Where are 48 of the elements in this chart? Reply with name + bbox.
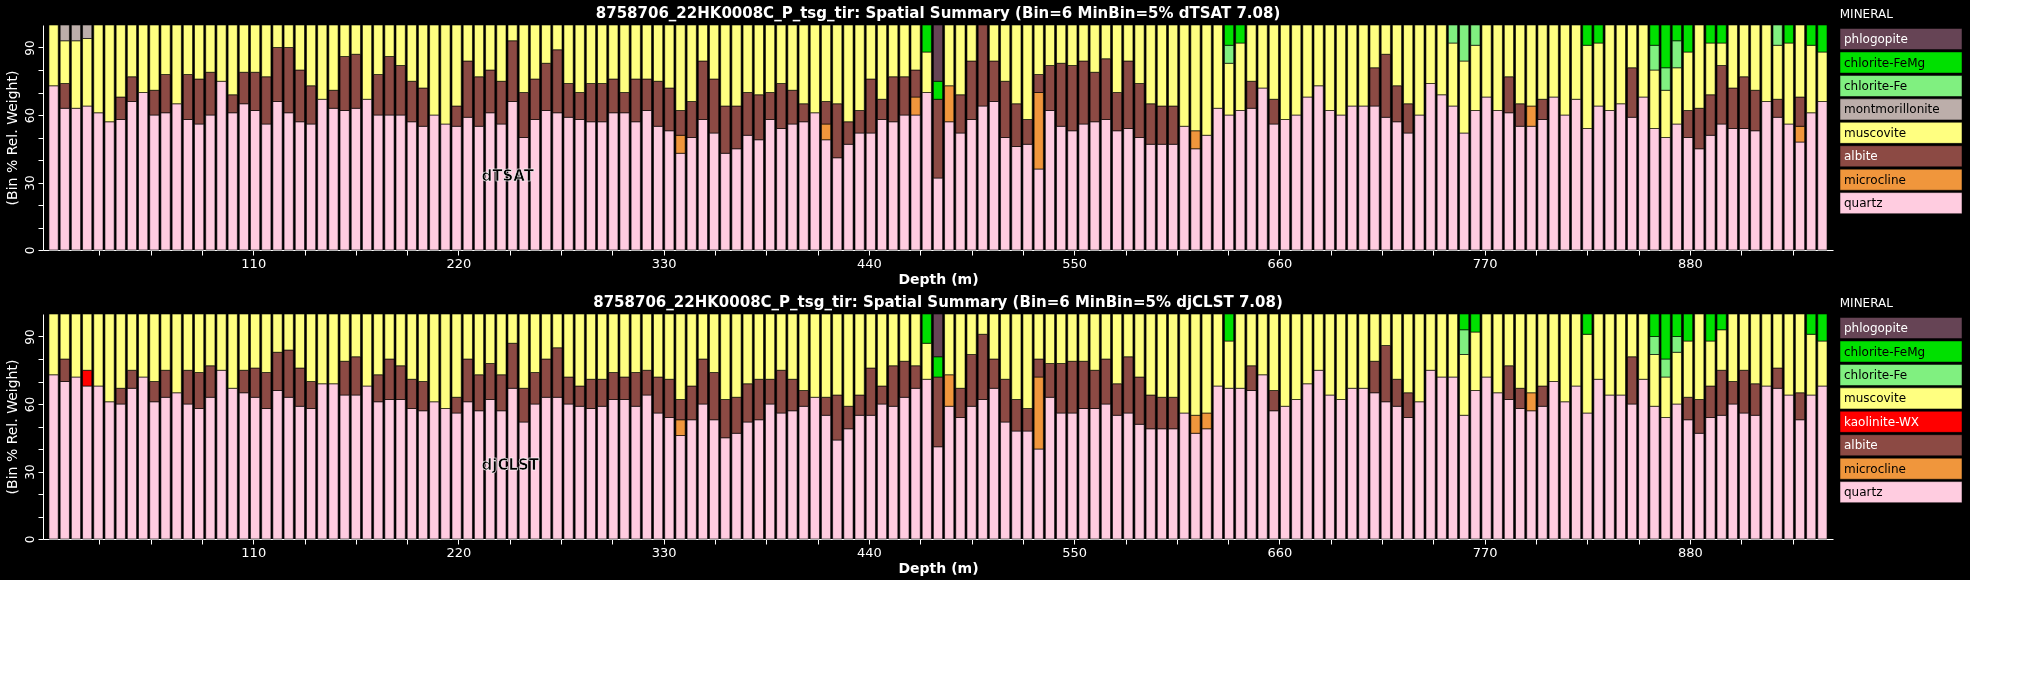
x-tick-label: 330 bbox=[651, 544, 677, 560]
x-tick-label: 330 bbox=[651, 255, 677, 271]
x-tick-label: 110 bbox=[241, 544, 267, 560]
x-tick-label: 440 bbox=[857, 255, 882, 271]
y-tick-label: 0 bbox=[22, 246, 37, 255]
text: chlorite-Fe bbox=[1844, 78, 1908, 93]
text: chlorite-Fe bbox=[1844, 367, 1908, 382]
text: microcline bbox=[1844, 172, 1906, 187]
x-tick-label: 770 bbox=[1472, 255, 1498, 271]
x-tick-label: 880 bbox=[1678, 255, 1703, 271]
x-tick-label: 110 bbox=[241, 255, 267, 271]
chart-title: 8758706_22HK0008C_P_tsg_tir: Spatial Summary (Bin=6 MinBin=5% djCLST 7.08) bbox=[593, 292, 1283, 311]
y-axis-title: (Bin % Rel. Weight) bbox=[3, 359, 20, 495]
y-tick-label: 90 bbox=[22, 40, 37, 56]
text: phlogopite bbox=[1844, 32, 1908, 47]
x-tick-label: 550 bbox=[1062, 544, 1088, 560]
chart-title: 8758706_22HK0008C_P_tsg_tir: Spatial Summary (Bin=6 MinBin=5% dTSAT 7.08) bbox=[595, 3, 1281, 22]
series-label: chlorite-FeMg bbox=[1844, 55, 1926, 70]
series-label: quartz bbox=[1844, 196, 1883, 211]
x-tick-label: 770 bbox=[1472, 544, 1498, 560]
text: kaolinite-WX bbox=[1844, 414, 1920, 429]
x-axis-title: Depth (m) bbox=[898, 559, 979, 576]
text: phlogopite bbox=[1844, 321, 1908, 336]
y-tick-label: 90 bbox=[22, 329, 37, 345]
x-tick-label: 550 bbox=[1062, 255, 1088, 271]
text: microcline bbox=[1844, 461, 1906, 476]
x-axis-title: Depth (m) bbox=[898, 270, 979, 287]
x-tick-label: 220 bbox=[446, 544, 472, 560]
y-tick-label: 60 bbox=[22, 107, 37, 124]
series-label: chlorite-FeMg bbox=[1844, 344, 1926, 359]
y-tick-label: 30 bbox=[22, 175, 37, 191]
series-label: quartz bbox=[1844, 485, 1883, 500]
text: albite bbox=[1844, 149, 1878, 164]
x-tick-label: 440 bbox=[857, 544, 882, 560]
legend-title: MINERAL bbox=[1839, 296, 1894, 310]
text: muscovite bbox=[1844, 125, 1907, 140]
y-tick-label: 60 bbox=[22, 396, 37, 413]
x-tick-label: 220 bbox=[446, 255, 472, 271]
legend-title: MINERAL bbox=[1839, 7, 1894, 21]
y-tick-label: 30 bbox=[22, 464, 37, 480]
text: albite bbox=[1844, 438, 1878, 453]
series-label: muscovite bbox=[1844, 391, 1907, 406]
y-tick-label: 0 bbox=[22, 535, 37, 544]
x-tick-label: 880 bbox=[1678, 544, 1703, 560]
text: montmorillonite bbox=[1844, 102, 1940, 117]
y-axis-title: (Bin % Rel. Weight) bbox=[3, 70, 20, 206]
x-tick-label: 660 bbox=[1267, 255, 1293, 271]
x-tick-label: 660 bbox=[1267, 544, 1293, 560]
